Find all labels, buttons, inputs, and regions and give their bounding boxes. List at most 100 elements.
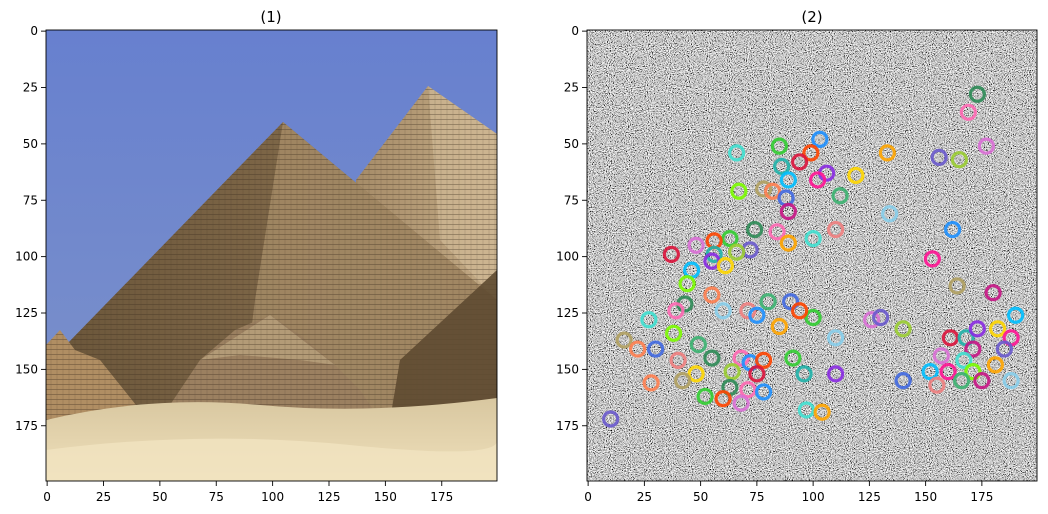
keypoint-circle bbox=[779, 171, 797, 189]
keypoint-circle bbox=[847, 166, 865, 185]
x-tick-label: 100 bbox=[802, 490, 825, 504]
y-tick-label: 0 bbox=[30, 24, 38, 38]
keypoint-circle bbox=[696, 387, 714, 406]
panel-1-title: (1) bbox=[260, 8, 281, 26]
keypoint-circle bbox=[928, 376, 946, 394]
keypoint-circle bbox=[667, 302, 685, 320]
keypoint-circle bbox=[642, 374, 660, 392]
x-tick-label: 50 bbox=[693, 490, 708, 504]
keypoint-circle bbox=[827, 329, 845, 347]
x-tick-label: 25 bbox=[637, 490, 652, 504]
keypoint-circle bbox=[944, 220, 962, 239]
keypoint-circle bbox=[759, 293, 777, 311]
x-tick-label: 25 bbox=[96, 490, 111, 504]
keypoint-circle bbox=[872, 308, 890, 327]
keypoint-circle bbox=[881, 205, 899, 223]
keypoint-circle bbox=[923, 250, 941, 268]
x-tick-label: 175 bbox=[970, 490, 993, 504]
keypoint-circle bbox=[811, 130, 829, 148]
keypoint-circle bbox=[687, 236, 705, 254]
keypoint-circle bbox=[878, 144, 896, 162]
keypoint-circle bbox=[721, 229, 739, 248]
keypoint-circle bbox=[921, 363, 939, 381]
keypoint-circle bbox=[804, 229, 822, 248]
x-tick-label: 0 bbox=[43, 490, 51, 504]
keypoint-circle bbox=[748, 365, 766, 383]
y-tick-label: 25 bbox=[564, 81, 579, 95]
keypoint-circle bbox=[1002, 372, 1020, 390]
keypoint-circle bbox=[730, 182, 748, 200]
keypoint-circle bbox=[791, 153, 809, 171]
keypoint-circle bbox=[968, 320, 986, 338]
keypoint-circle bbox=[964, 363, 982, 381]
keypoint-circle bbox=[703, 286, 721, 304]
pyramids-photo bbox=[46, 30, 497, 481]
keypoint-circle bbox=[791, 302, 809, 320]
panel-2-axes: 0 25 50 75 100 125 150 175 0 25 50 75 100 125 150 175 bbox=[556, 24, 993, 504]
keypoint-circle bbox=[669, 351, 687, 369]
keypoint-circle bbox=[714, 302, 732, 320]
keypoint-circle bbox=[770, 137, 788, 155]
keypoint-circle bbox=[1007, 306, 1025, 324]
x-tick-label: 100 bbox=[261, 490, 284, 504]
keypoint-circle bbox=[955, 351, 973, 369]
keypoint-circle bbox=[739, 302, 757, 320]
keypoint-circle bbox=[813, 403, 831, 421]
x-tick-label: 125 bbox=[318, 490, 341, 504]
keypoint-circle bbox=[795, 365, 813, 383]
keypoint-circle bbox=[804, 308, 822, 327]
y-tick-label: 100 bbox=[556, 250, 579, 264]
keypoint-circle bbox=[809, 171, 827, 189]
x-tick-label: 175 bbox=[430, 490, 453, 504]
keypoint-circle bbox=[746, 220, 764, 239]
keypoint-circle bbox=[640, 311, 658, 329]
y-tick-label: 0 bbox=[571, 24, 579, 38]
keypoint-circle bbox=[802, 144, 820, 162]
keypoint-circle bbox=[948, 277, 966, 295]
keypoint-circle bbox=[755, 351, 773, 369]
y-tick-label: 125 bbox=[15, 306, 38, 320]
keypoint-circle bbox=[939, 363, 957, 381]
x-tick-label: 75 bbox=[209, 490, 224, 504]
keypoint-circle bbox=[973, 372, 991, 390]
keypoint-circle bbox=[782, 293, 800, 311]
keypoint-circle bbox=[784, 349, 802, 367]
y-tick-label: 50 bbox=[23, 137, 38, 151]
keypoint-circle bbox=[714, 390, 732, 408]
x-tick-label: 75 bbox=[749, 490, 764, 504]
keypoint-circle bbox=[739, 381, 757, 399]
keypoint-circle bbox=[894, 372, 912, 390]
keypoint-circle bbox=[689, 335, 707, 354]
y-tick-label: 150 bbox=[15, 362, 38, 376]
keypoint-circle bbox=[863, 311, 881, 329]
keypoint-circle bbox=[964, 340, 982, 358]
keypoint-circle bbox=[602, 410, 620, 428]
keypoint-circle bbox=[723, 363, 741, 381]
keypoint-circle bbox=[615, 331, 633, 349]
x-tick-label: 125 bbox=[858, 490, 881, 504]
keypoint-circle bbox=[779, 202, 797, 221]
y-tick-label: 150 bbox=[556, 362, 579, 376]
x-tick-label: 150 bbox=[374, 490, 397, 504]
y-tick-label: 75 bbox=[23, 193, 38, 207]
panel-2: (2) 0 25 50 75 100 125 150 175 0 25 50 75 100 125 150 1… bbox=[556, 8, 1038, 504]
x-tick-label: 150 bbox=[914, 490, 937, 504]
keypoint-circle bbox=[716, 257, 734, 275]
y-tick-label: 25 bbox=[23, 81, 38, 95]
keypoint-circle bbox=[755, 383, 773, 401]
keypoint-circle bbox=[959, 103, 977, 121]
keypoint-circle bbox=[930, 148, 948, 167]
y-tick-label: 100 bbox=[15, 250, 38, 264]
panel-1: (1) 0 25 50 75 100 125 150 175 0 25 50 75 100 125 150 1… bbox=[15, 8, 498, 504]
keypoint-circle bbox=[703, 349, 721, 367]
panel-2-title: (2) bbox=[801, 8, 822, 26]
keypoint-circle bbox=[732, 349, 750, 367]
keypoint-circle bbox=[728, 243, 746, 261]
keypoint-circle bbox=[995, 340, 1013, 358]
keypoint-markers bbox=[602, 85, 1025, 428]
keypoint-circle bbox=[770, 317, 788, 336]
keypoint-circle bbox=[827, 365, 845, 383]
keypoint-circle bbox=[728, 144, 746, 162]
keypoint-circle bbox=[831, 187, 849, 205]
